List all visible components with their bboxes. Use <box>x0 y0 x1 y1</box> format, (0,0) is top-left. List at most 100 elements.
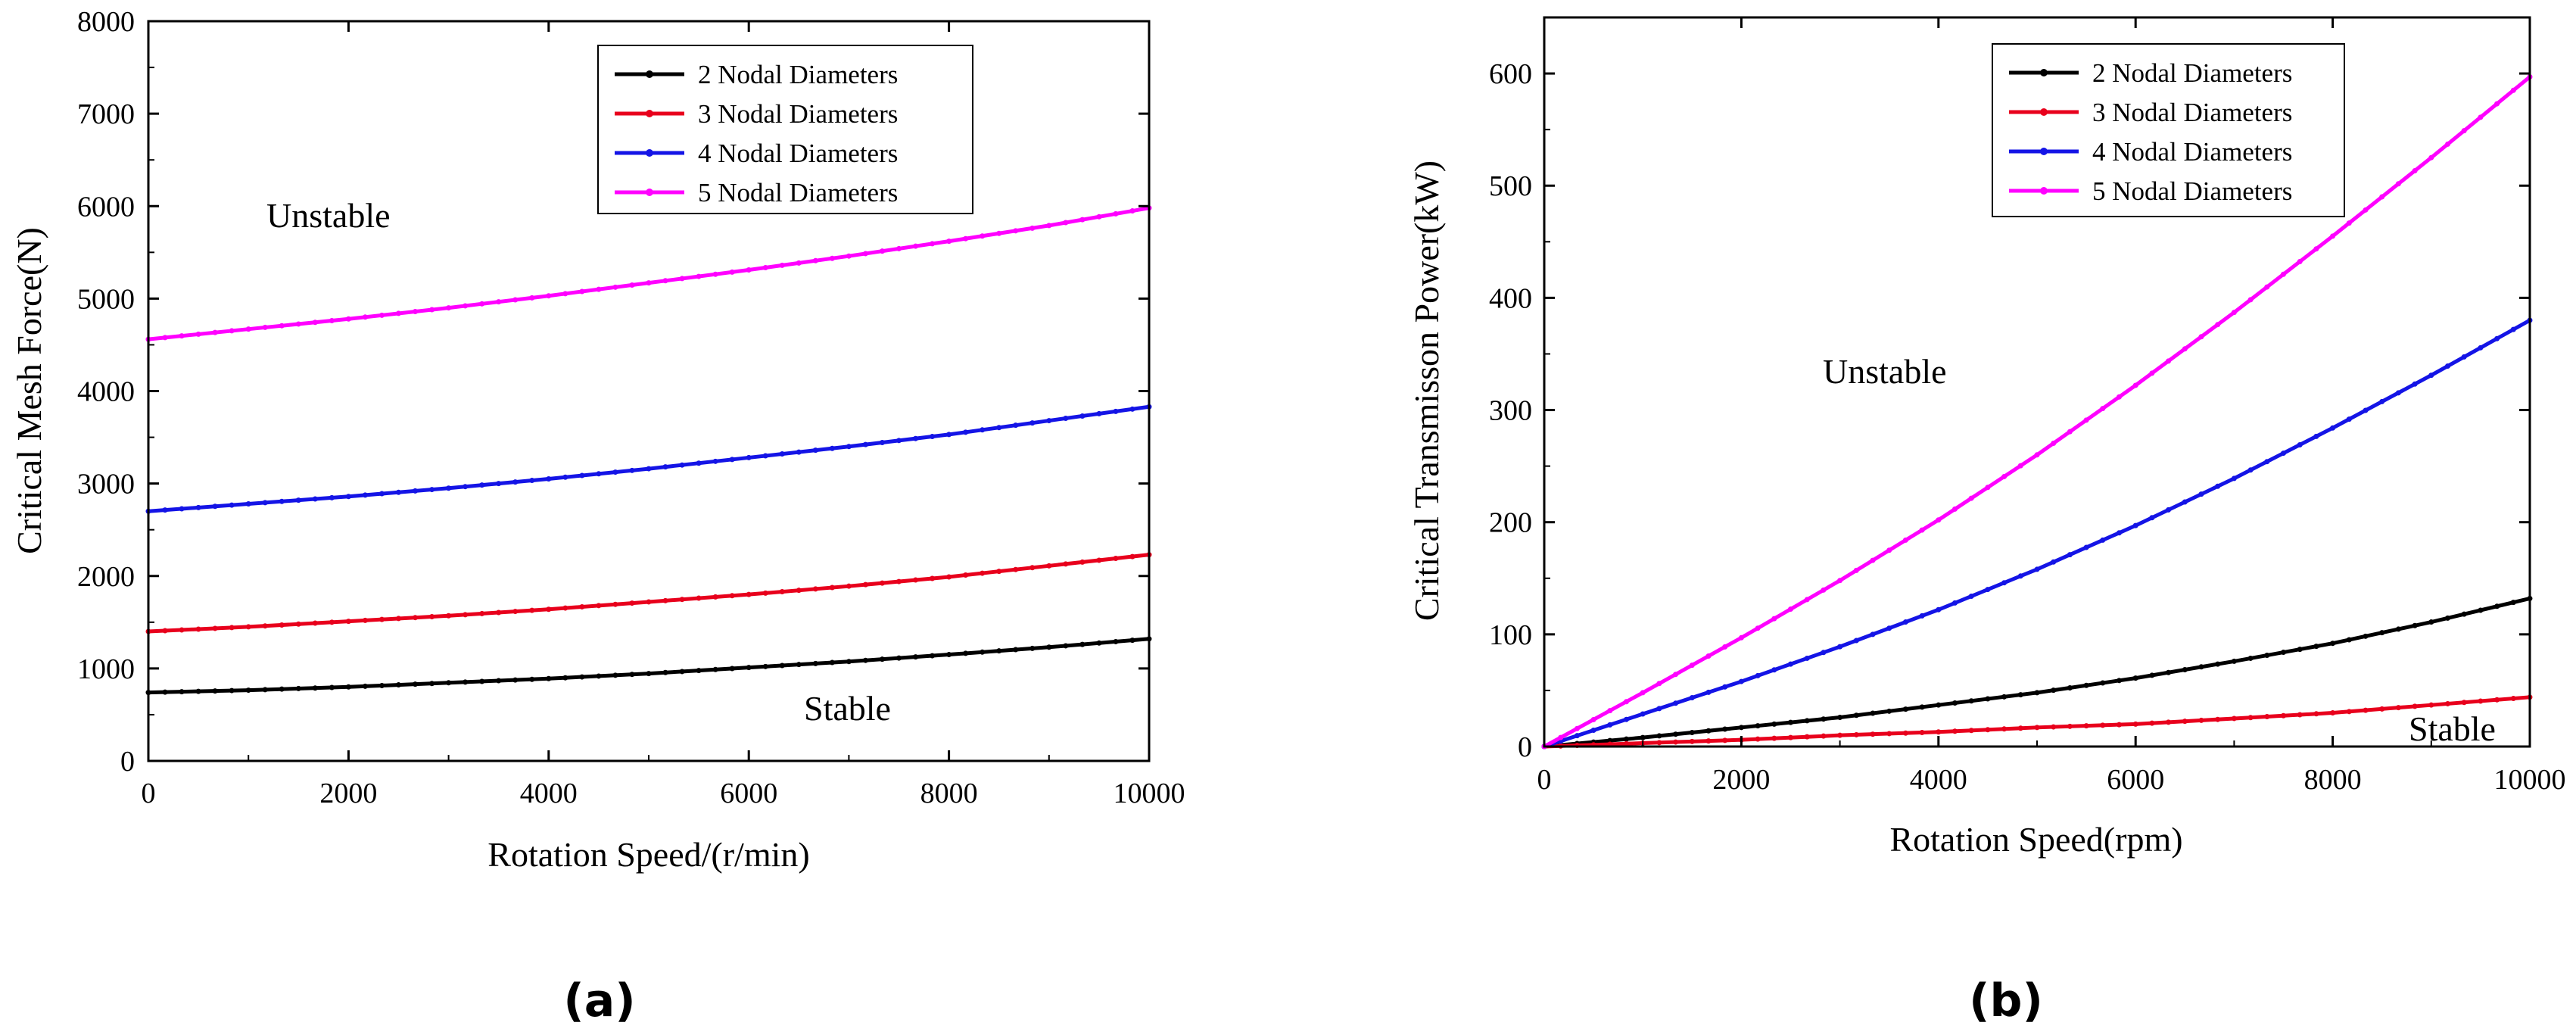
chart-a-series-5-nodal-diameters-point <box>729 269 735 275</box>
chart-a-series-4-nodal-diameters-point <box>446 485 452 491</box>
chart-b-series-5-nodal-diameters-point <box>1902 537 1908 543</box>
chart-b-series-5-nodal-diameters-point <box>2117 394 2122 400</box>
chart-b-series-4-nodal-diameters-point <box>2428 373 2434 379</box>
chart-a-series-4-nodal-diameters-point <box>463 484 469 490</box>
chart-b-series-5-nodal-diameters-point <box>1705 653 1712 659</box>
chart-b-legend-label-4-nodal-diameters: 4 Nodal Diameters <box>2092 137 2292 167</box>
chart-a-series-2-nodal-diameters-point <box>629 672 635 678</box>
chart-a-legend-label-5-nodal-diameters: 5 Nodal Diameters <box>698 178 898 207</box>
chart-a-series-4-nodal-diameters-point <box>212 503 218 510</box>
chart-b-series-3-nodal-diameters-point <box>2017 725 2023 731</box>
chart-a-series-2-nodal-diameters-point <box>779 662 785 669</box>
chart-b-series-2-nodal-diameters-point <box>1755 723 1761 729</box>
chart-b-x-tick-label: 6000 <box>2107 764 2164 796</box>
chart-b-series-2-nodal-diameters-point <box>1624 736 1629 742</box>
chart-a-series-5-nodal-diameters-point <box>1046 223 1052 229</box>
chart-b-series-2-nodal-diameters-point <box>2379 630 2385 636</box>
chart-b-series-3-nodal-diameters-point <box>2034 725 2040 731</box>
chart-b-series-5-nodal-diameters-point <box>2297 258 2303 264</box>
chart-a-series-5-nodal-diameters-point <box>463 303 469 309</box>
chart-a-series-3-nodal-diameters-point <box>963 572 969 578</box>
chart-b-series-4-nodal-diameters-point <box>2100 537 2106 543</box>
chart-b-series-3-nodal-diameters-point <box>1624 740 1629 747</box>
chart-a-series-2-nodal-diameters-point <box>963 650 969 656</box>
chart-b-series-5-nodal-diameters-point <box>2017 463 2023 469</box>
chart-b-series-2-nodal-diameters-point <box>2083 682 2089 688</box>
chart-b-series-4-nodal-diameters-point <box>2182 499 2188 505</box>
chart-a-series-2-nodal-diameters-point <box>729 666 735 672</box>
chart-b-series-5-nodal-diameters-point <box>1738 634 1744 641</box>
chart-b-series-2-nodal-diameters-point <box>2117 678 2122 684</box>
chart-b-series-5-nodal-diameters-point <box>2346 220 2352 226</box>
chart-a-series-5-nodal-diameters-point <box>746 267 752 273</box>
chart-a-series-5-nodal-diameters-point <box>312 320 318 326</box>
chart-a-series-4-nodal-diameters-point <box>779 451 785 457</box>
chart-a-series-3-nodal-diameters-point <box>1013 566 1019 572</box>
chart-b-series-2-nodal-diameters-point <box>2478 607 2484 613</box>
chart-b-series-5-nodal-diameters-point <box>1673 672 1679 678</box>
chart-a-series-5-nodal-diameters-point <box>345 316 351 322</box>
chart-a-series-5-nodal-diameters-point <box>212 329 218 335</box>
chart-b-series-5-nodal-diameters-point <box>2067 429 2073 435</box>
chart-a-series-5-nodal-diameters-point <box>913 243 919 249</box>
chart-a-x-tick-label: 0 <box>142 778 156 809</box>
chart-a-series-4-nodal-diameters-point <box>295 497 301 503</box>
chart-a-series-2-nodal-diameters-point <box>762 663 768 669</box>
chart-b-series-2-nodal-diameters-point <box>1870 710 1876 716</box>
panel-label-a: (a) <box>563 974 635 1027</box>
chart-b-series-5-nodal-diameters-point <box>2428 154 2434 161</box>
chart-a-series-5-nodal-diameters-point <box>662 278 668 284</box>
chart-a-series-3-nodal-diameters-point <box>913 577 919 583</box>
chart-b-series-2-nodal-diameters-point <box>1919 704 1925 710</box>
chart-a-series-3-nodal-diameters-point <box>562 605 568 611</box>
chart-a-series-4-nodal-diameters-point <box>729 457 735 463</box>
chart-b-series-5-nodal-diameters-point <box>2445 141 2450 147</box>
chart-b-series-2-nodal-diameters-point <box>1886 708 1892 714</box>
chart-a-series-5-nodal-diameters-point <box>362 314 368 320</box>
chart-b-series-3-nodal-diameters-point <box>2247 715 2254 721</box>
chart-a-legend-label-3-nodal-diameters: 3 Nodal Diameters <box>698 99 898 129</box>
chart-b-series-2-nodal-diameters-point <box>2281 650 2286 656</box>
chart-a-series-3-nodal-diameters-point <box>529 607 535 613</box>
chart-a-series-4-nodal-diameters-point <box>512 479 519 485</box>
chart-b-x-tick-label: 4000 <box>1910 764 1967 796</box>
chart-a-legend-label-4-nodal-diameters: 4 Nodal Diameters <box>698 139 898 168</box>
chart-a-series-2-nodal-diameters-line <box>148 637 1150 695</box>
chart-a-series-5-nodal-diameters-point <box>1129 208 1135 214</box>
chart-a-series-5-nodal-diameters-point <box>579 288 585 295</box>
chart-a-series-3-nodal-diameters-point <box>629 600 635 606</box>
chart-b-series-4-nodal-diameters-point <box>2395 390 2401 396</box>
chart-b-series-2-nodal-diameters-point <box>2166 669 2172 675</box>
chart-b-series-layer <box>1541 74 2533 750</box>
chart-b-series-3-nodal-diameters-point <box>2100 722 2106 728</box>
chart-b-y-tick-label: 200 <box>1489 507 1532 539</box>
chart-a-series-5-nodal-diameters-point <box>329 317 335 323</box>
chart-a-series-4-nodal-diameters-point <box>712 458 718 464</box>
chart-b-series-3-nodal-diameters-point <box>2182 719 2188 725</box>
chart-a-unstable-annotation: Unstable <box>266 196 391 235</box>
chart-b-unstable-annotation: Unstable <box>1823 352 1947 391</box>
chart-a-series-4-nodal-diameters-point <box>496 481 502 487</box>
chart-a-series-5-nodal-diameters-point <box>812 257 818 263</box>
chart-b-series-3-nodal-diameters-point <box>2461 700 2467 706</box>
chart-a-y-tick-label: 8000 <box>77 6 135 38</box>
chart-b-series-3-nodal-diameters-point <box>2346 709 2352 715</box>
chart-a-series-3-nodal-diameters-point <box>329 619 335 625</box>
chart-b-series-3-nodal-diameters-point <box>2132 721 2138 727</box>
chart-a-series-4-nodal-diameters-point <box>312 496 318 502</box>
chart-a-series-2-nodal-diameters-point <box>345 684 351 690</box>
chart-b-series-3-nodal-diameters-point <box>2083 723 2089 729</box>
chart-b-series-5-nodal-diameters-point <box>1574 725 1580 731</box>
chart-b-series-5-nodal-diameters-point <box>1607 708 1613 714</box>
chart-a-series-2-nodal-diameters-point <box>212 688 218 694</box>
chart-a-series-5-nodal-diameters-point <box>1063 220 1069 226</box>
chart-a-series-5-nodal-diameters-point <box>963 235 969 242</box>
chart-b-series-4-nodal-diameters-point <box>1821 650 1827 656</box>
chart-a-legend-marker-4-nodal-diameters <box>646 149 653 157</box>
chart-b-series-5-nodal-diameters-point <box>2510 87 2516 93</box>
chart-b-series-2-nodal-diameters-point <box>2461 611 2467 617</box>
chart-b-series-4-nodal-diameters-point <box>2034 566 2040 572</box>
chart-b-series-4-nodal-diameters-point <box>1738 678 1744 684</box>
chart-a-x-axis-label: Rotation Speed/(r/min) <box>487 835 809 874</box>
chart-a-series-4-nodal-diameters-point <box>378 491 385 497</box>
